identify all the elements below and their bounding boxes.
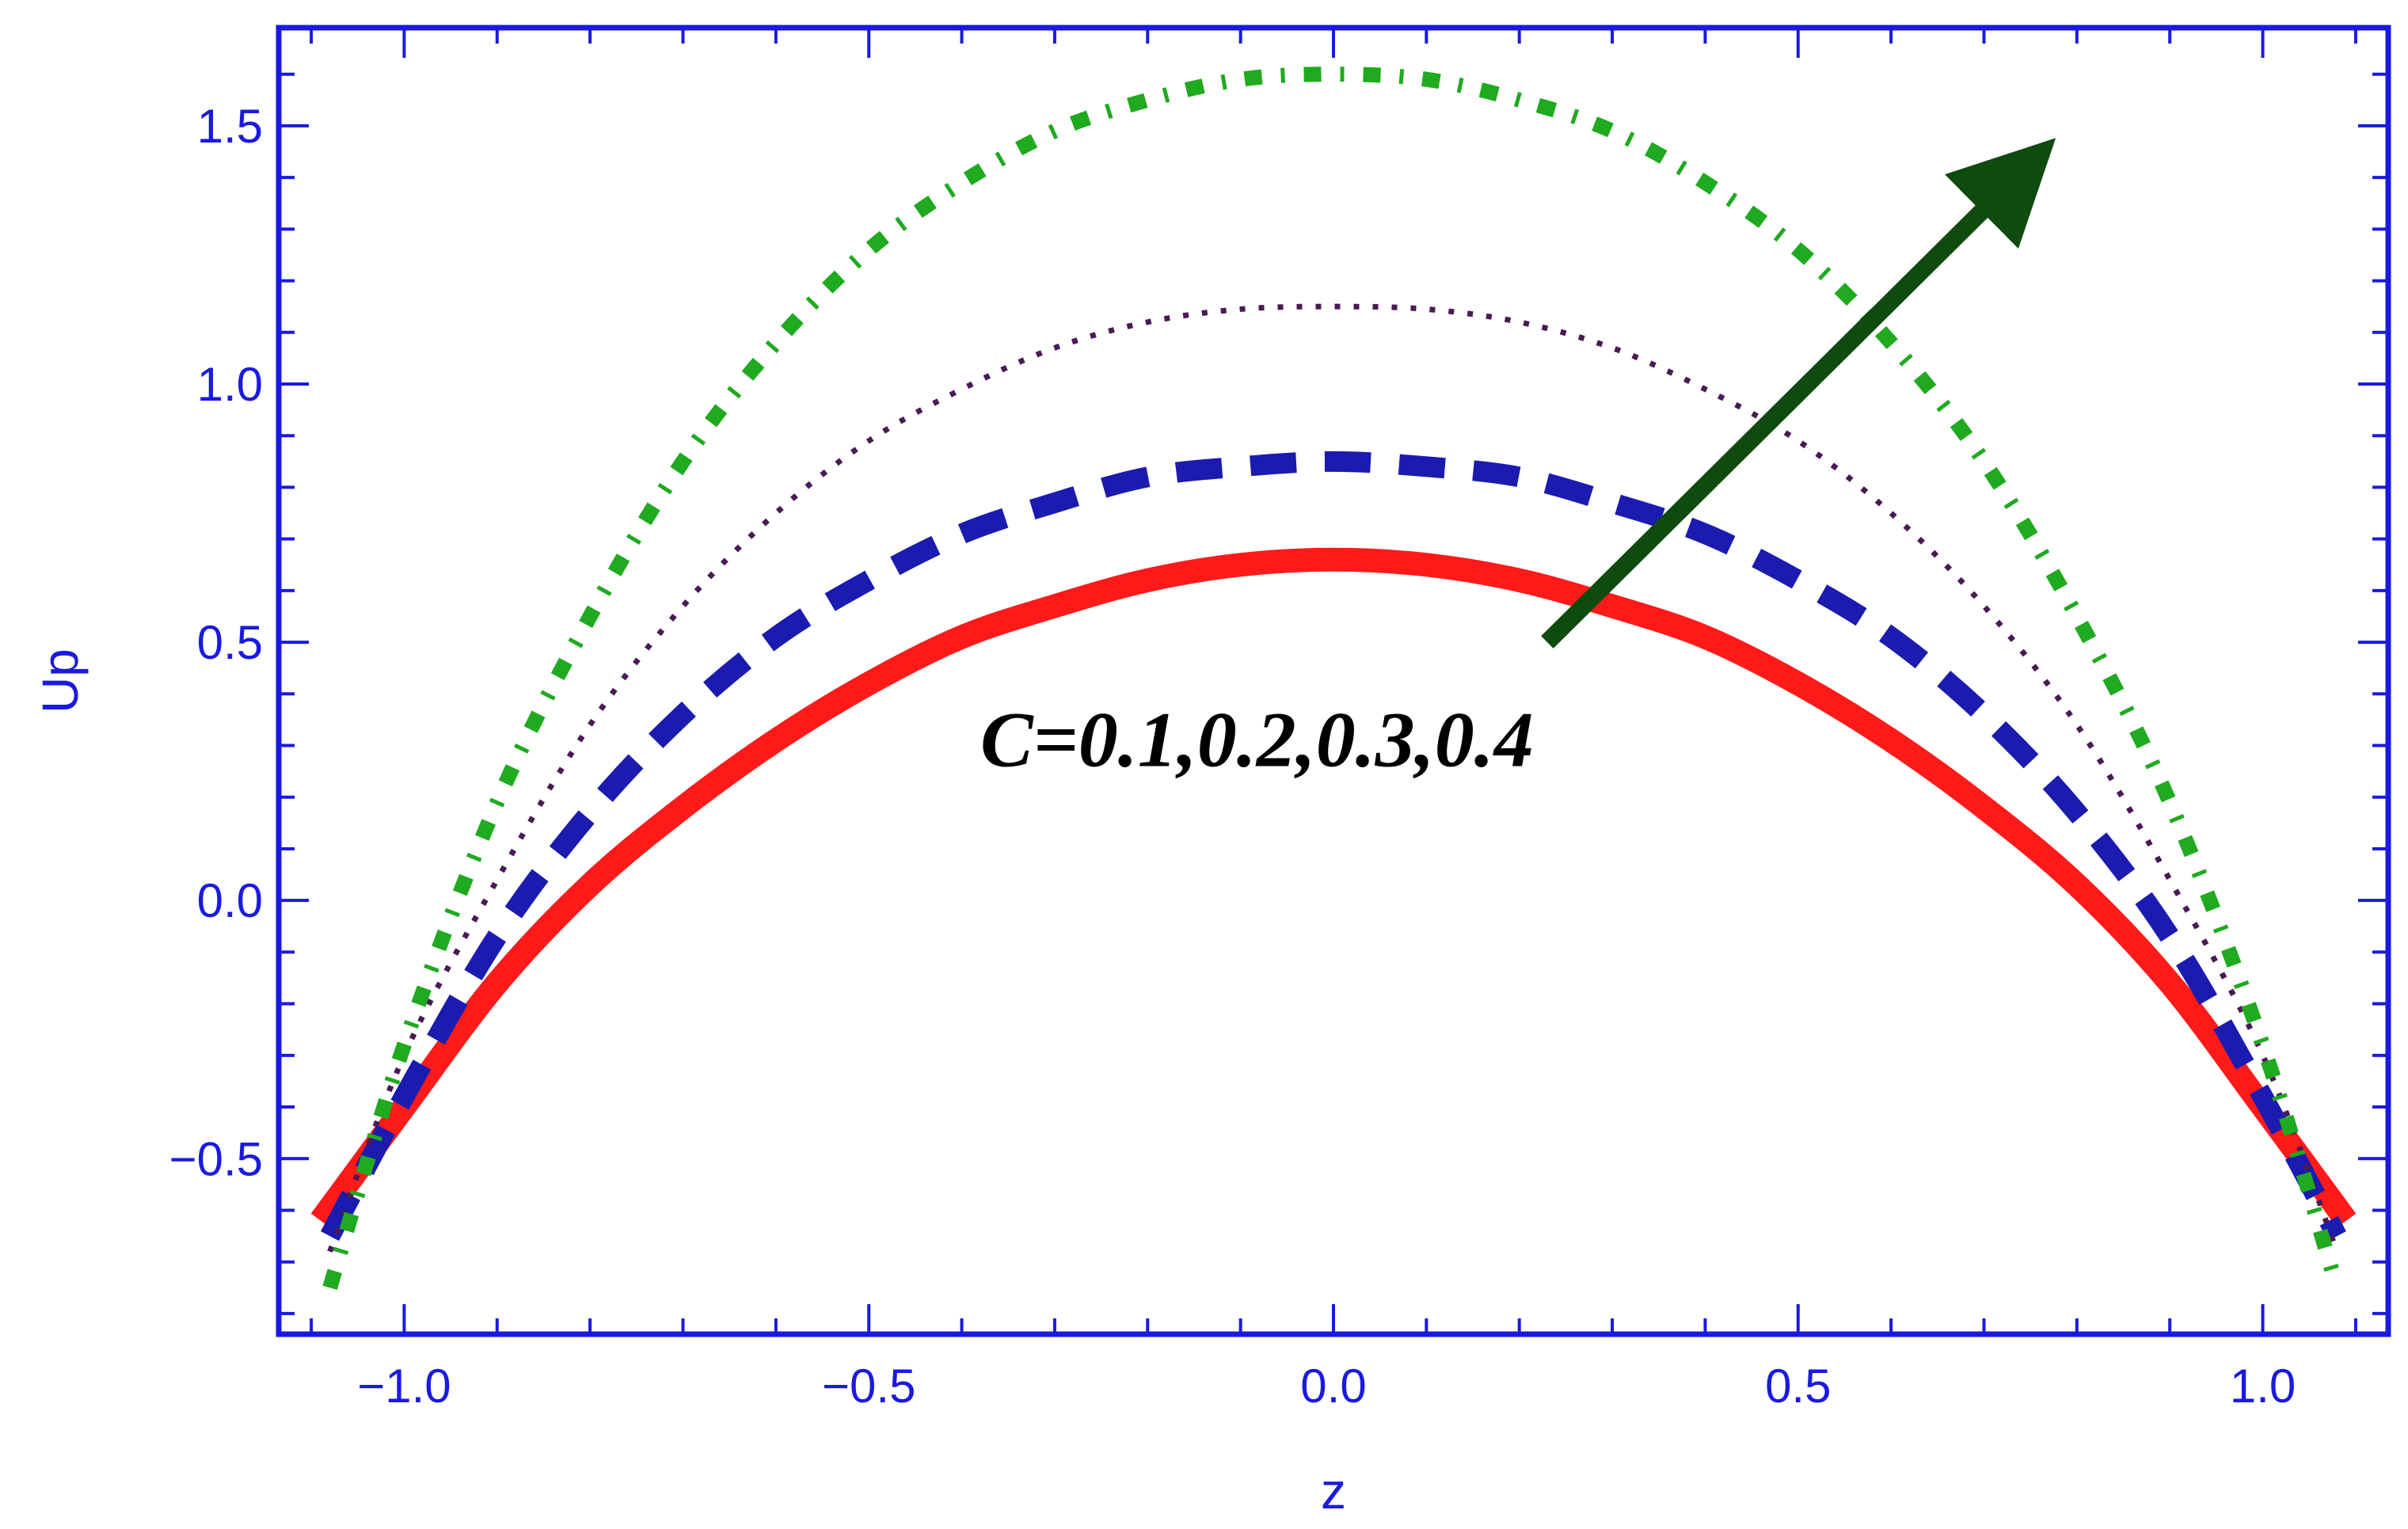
x-tick-label: −0.5: [822, 1360, 915, 1413]
y-tick-labels: −0.5 0.0 0.5 1.0 1.5: [169, 100, 263, 1185]
series-line-1: [310, 547, 2357, 1228]
tick-marks: [279, 28, 2388, 1334]
series-line-4: [322, 67, 2345, 1291]
plot-frame: [276, 25, 2391, 1337]
y-axis-title: Up: [32, 648, 89, 713]
x-axis-title: z: [1321, 1462, 1346, 1519]
series-layer: [310, 67, 2357, 1291]
y-tick-label: 0.5: [197, 616, 263, 669]
series-line-2: [321, 451, 2346, 1242]
y-tick-label: 1.5: [197, 100, 263, 153]
x-tick-label: 0.0: [1300, 1360, 1366, 1413]
y-tick-label: −0.5: [169, 1132, 263, 1185]
x-tick-label: 0.5: [1765, 1360, 1831, 1413]
annotation-arrow: [1541, 138, 2056, 648]
series-line-3: [327, 303, 2340, 1253]
y-tick-label: 0.0: [197, 874, 263, 927]
y-tick-label: 1.0: [197, 358, 263, 411]
x-tick-label: 1.0: [2230, 1360, 2296, 1413]
x-tick-labels: −1.0 −0.5 0.0 0.5 1.0: [357, 1360, 2296, 1413]
annotation-label: C=0.1,0.2,0.3,0.4: [980, 696, 1534, 784]
x-tick-label: −1.0: [357, 1360, 451, 1413]
